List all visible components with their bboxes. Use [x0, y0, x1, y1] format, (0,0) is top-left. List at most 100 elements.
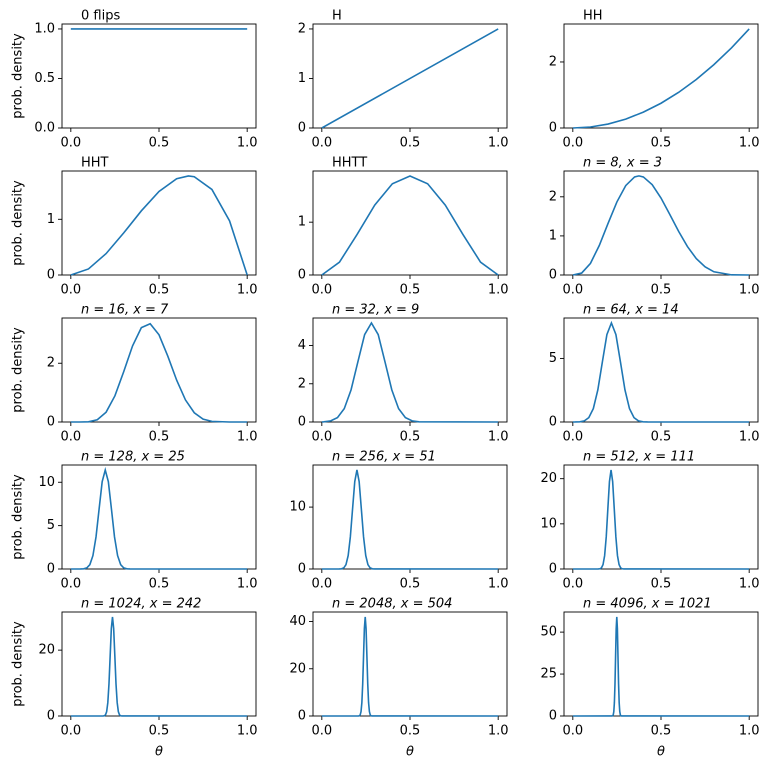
y-tick-label: 5: [549, 351, 557, 366]
x-tick-label: 0.0: [562, 136, 583, 151]
x-tick-label: 0.5: [400, 724, 421, 739]
density-line: [572, 175, 750, 276]
x-tick-label: 1.0: [237, 724, 258, 739]
x-tick-label: 0.5: [400, 136, 421, 151]
subplot-title: HH: [583, 9, 603, 24]
y-tick-label: 20: [540, 471, 557, 486]
x-tick-label: 1.0: [488, 283, 509, 298]
y-tick-label: 1: [549, 228, 557, 243]
subplot-title: n = 16, x = 7: [81, 303, 169, 318]
y-tick-label: 50: [540, 625, 557, 640]
x-tick-label: 0.0: [311, 577, 332, 592]
x-tick-label: 0.5: [400, 577, 421, 592]
y-tick-label: 20: [289, 661, 306, 676]
x-tick-label: 0.5: [149, 577, 170, 592]
density-line: [572, 469, 750, 570]
x-tick-label: 0.0: [311, 136, 332, 151]
x-tick-label: 0.5: [651, 283, 672, 298]
y-tick-label: 0: [549, 415, 557, 430]
density-line: [321, 175, 499, 276]
x-tick-label: 1.0: [739, 430, 760, 445]
subplot-title: n = 128, x = 25: [81, 450, 185, 465]
x-tick-label: 1.0: [488, 577, 509, 592]
y-tick-label: 0.0: [34, 121, 55, 136]
axes-frame: [563, 464, 759, 570]
x-tick-label: 1.0: [237, 283, 258, 298]
density-line: [321, 469, 499, 570]
y-tick-label: 5: [47, 518, 55, 533]
y-tick-label: 1: [298, 215, 306, 230]
subplot-title: n = 512, x = 111: [583, 450, 695, 465]
y-axis-label: prob. density: [11, 621, 26, 707]
subplot-title: 0 flips: [81, 9, 120, 24]
x-tick-label: 0.5: [149, 283, 170, 298]
y-tick-label: 0: [549, 268, 557, 283]
y-tick-label: 40: [289, 614, 306, 629]
subplot-title: H: [332, 9, 342, 24]
y-tick-label: 0: [47, 709, 55, 724]
axes-frame: [312, 317, 508, 423]
x-tick-label: 1.0: [739, 136, 760, 151]
y-tick-label: 2: [549, 54, 557, 69]
x-tick-label: 0.5: [651, 577, 672, 592]
x-tick-label: 0.5: [651, 430, 672, 445]
y-tick-label: 2: [47, 356, 55, 371]
y-tick-label: 25: [540, 667, 557, 682]
y-tick-label: 0: [298, 709, 306, 724]
subplot-title: n = 4096, x = 1021: [583, 597, 712, 612]
y-tick-label: 2: [298, 21, 306, 36]
axes-frame: [312, 464, 508, 570]
x-tick-label: 0.0: [562, 724, 583, 739]
x-axis-label: θ: [657, 745, 665, 760]
y-tick-label: 0: [47, 268, 55, 283]
y-tick-label: 20: [38, 643, 55, 658]
y-tick-label: 0: [298, 268, 306, 283]
density-line: [321, 28, 499, 129]
axes-frame: [61, 611, 257, 717]
axes-frame: [563, 611, 759, 717]
axes-frame: [312, 611, 508, 717]
y-tick-label: 0: [298, 562, 306, 577]
axes-frame: [61, 464, 257, 570]
x-tick-label: 0.0: [60, 724, 81, 739]
x-tick-label: 1.0: [739, 724, 760, 739]
y-axis-label: prob. density: [11, 33, 26, 119]
x-axis-label: θ: [155, 745, 163, 760]
subplot-title: n = 32, x = 9: [332, 303, 419, 318]
subplot-title: n = 2048, x = 504: [332, 597, 452, 612]
density-line: [572, 320, 750, 423]
y-tick-label: 0: [549, 121, 557, 136]
x-tick-label: 1.0: [237, 136, 258, 151]
y-tick-label: 0.5: [34, 71, 55, 86]
subplot-title: n = 64, x = 14: [583, 303, 679, 318]
x-tick-label: 0.0: [311, 283, 332, 298]
y-axis-label: prob. density: [11, 327, 26, 413]
density-line: [70, 322, 248, 423]
x-tick-label: 1.0: [237, 577, 258, 592]
y-tick-label: 2: [298, 376, 306, 391]
density-line: [321, 616, 499, 717]
y-tick-label: 2: [549, 189, 557, 204]
x-axis-label: θ: [406, 745, 414, 760]
x-tick-label: 0.5: [651, 136, 672, 151]
y-tick-label: 1: [47, 212, 55, 227]
y-tick-label: 10: [289, 500, 306, 515]
axes-frame: [61, 23, 257, 129]
x-tick-label: 0.5: [400, 430, 421, 445]
x-tick-label: 1.0: [488, 724, 509, 739]
x-tick-label: 1.0: [739, 283, 760, 298]
density-line: [572, 28, 750, 129]
x-tick-label: 0.5: [651, 724, 672, 739]
x-tick-label: 0.5: [149, 136, 170, 151]
x-tick-label: 0.5: [149, 430, 170, 445]
y-tick-label: 4: [298, 338, 306, 353]
y-tick-label: 0: [47, 562, 55, 577]
density-line: [572, 616, 750, 717]
x-tick-label: 0.0: [311, 430, 332, 445]
x-tick-label: 0.0: [562, 283, 583, 298]
y-tick-label: 1: [298, 71, 306, 86]
y-tick-label: 0: [298, 415, 306, 430]
y-tick-label: 0: [47, 415, 55, 430]
